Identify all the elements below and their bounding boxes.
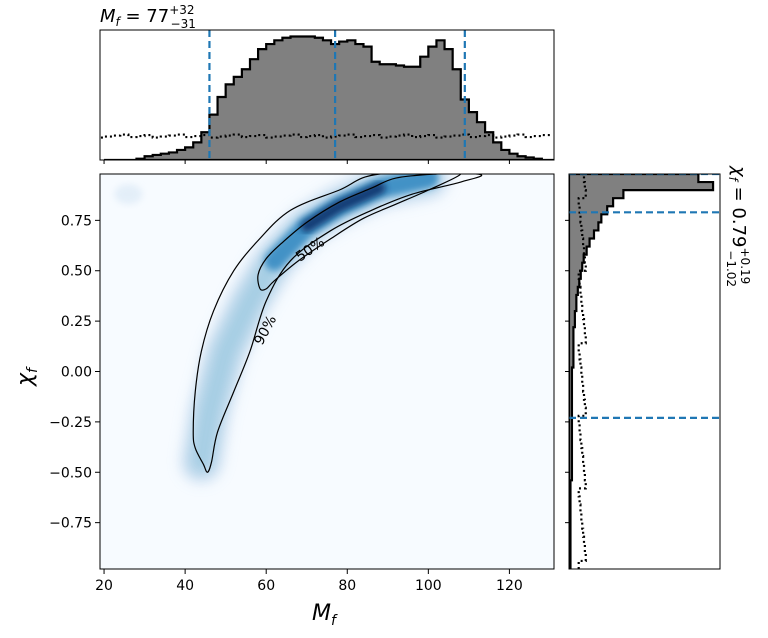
x-tick-label-4: 100 (415, 578, 442, 594)
x-tick-label-2: 60 (257, 578, 275, 594)
joint-panel: 20 40 60 80 100 120 −0.75 −0.50 −0.25 0.00 0.25 0.5… (13, 173, 555, 629)
x-tick-label-3: 80 (338, 578, 356, 594)
joint-background (100, 174, 554, 569)
posterior-histogram-top (104, 35, 554, 160)
prior-histogram-top (100, 133, 550, 139)
density-faint-blob (114, 184, 143, 205)
contour-90 (192, 174, 483, 473)
x-axis-label: Mf (312, 601, 338, 629)
y-axis-label: χf (13, 366, 41, 387)
posterior-histogram-right (569, 174, 715, 569)
right-title: χf = 0.79+0.19−1.02 (724, 165, 752, 287)
right-marginal-panel: χf = 0.79+0.19−1.02 (565, 165, 752, 570)
y-tick-label-5: 0.50 (61, 264, 92, 280)
x-tick-label-5: 120 (496, 578, 523, 594)
top-title: Mf = 77+32 −31 (100, 3, 196, 31)
density-peak (300, 182, 386, 233)
x-tick-label-1: 40 (176, 578, 194, 594)
y-tick-label-0: −0.75 (49, 516, 92, 532)
y-tick-label-1: −0.50 (49, 465, 92, 481)
prior-histogram-right (577, 174, 587, 569)
top-frame (99, 29, 555, 161)
contour-50 (257, 174, 462, 291)
y-tick-label-2: −0.25 (49, 415, 92, 431)
y-tick-label-6: 0.75 (61, 213, 92, 229)
density-heatmap (114, 174, 449, 483)
x-tick-label-0: 20 (95, 578, 113, 594)
y-tick-label-4: 0.25 (61, 314, 92, 330)
y-tick-label-3: 0.00 (61, 365, 92, 381)
right-frame (568, 173, 721, 570)
top-marginal-panel: Mf = 77+32 −31 (99, 3, 555, 164)
